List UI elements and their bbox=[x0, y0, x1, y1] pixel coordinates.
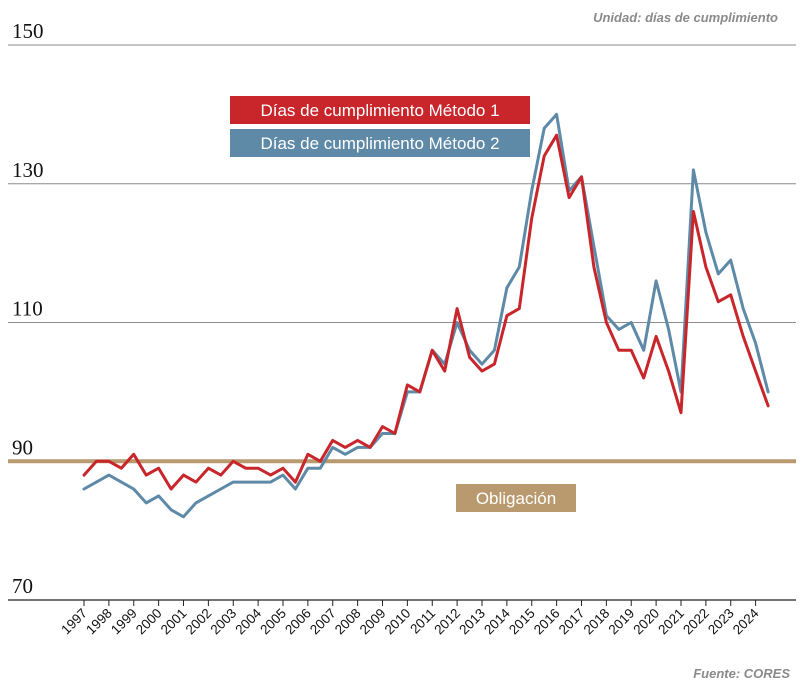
legend-swatch-method-2 bbox=[230, 129, 530, 157]
x-tick-label: 1998 bbox=[83, 606, 115, 638]
x-tick-label: 2024 bbox=[730, 605, 762, 637]
obligation-label-box bbox=[456, 484, 576, 512]
x-tick-label: 2003 bbox=[208, 606, 240, 638]
obligation-label-text: Obligación bbox=[476, 489, 556, 508]
unit-note: Unidad: días de cumplimiento bbox=[593, 10, 778, 25]
x-tick-label: 2006 bbox=[282, 606, 314, 638]
x-tick-label: 2018 bbox=[581, 606, 613, 638]
x-axis: 1997199819992000200120022003200420052006… bbox=[8, 599, 796, 638]
y-tick-label: 90 bbox=[12, 435, 33, 459]
x-tick-label: 2020 bbox=[630, 606, 662, 638]
y-tick-label: 70 bbox=[12, 574, 33, 598]
y-axis-ticks: 150 130 110 90 70 bbox=[12, 19, 44, 598]
x-tick-label: 2004 bbox=[232, 605, 264, 637]
legend-label-method-2: Días de cumplimiento Método 2 bbox=[260, 134, 499, 153]
x-tick-label: 2002 bbox=[183, 606, 215, 638]
series-lines bbox=[82, 112, 770, 519]
series-line-method-2 bbox=[82, 112, 770, 519]
x-tick-label: 2007 bbox=[307, 606, 339, 638]
x-tick-label: 2017 bbox=[556, 606, 588, 638]
y-tick-label: 110 bbox=[12, 297, 43, 321]
series-line-method-1 bbox=[82, 133, 770, 491]
x-tick-label: 2005 bbox=[257, 606, 289, 638]
x-tick-label: 2008 bbox=[332, 606, 364, 638]
x-tick-label: 1997 bbox=[58, 606, 90, 638]
x-tick-label: 2014 bbox=[481, 605, 513, 637]
x-tick-label: 2023 bbox=[705, 606, 737, 638]
x-tick-label: 2009 bbox=[357, 606, 389, 638]
legend-swatch-method-1 bbox=[230, 96, 530, 124]
x-tick-label: 2019 bbox=[606, 606, 638, 638]
source-note: Fuente: CORES bbox=[693, 666, 790, 681]
y-tick-label: 130 bbox=[12, 158, 44, 182]
x-tick-label: 1999 bbox=[108, 606, 140, 638]
x-tick-label: 2010 bbox=[382, 606, 414, 638]
x-tick-label: 2012 bbox=[431, 606, 463, 638]
y-tick-label: 150 bbox=[12, 19, 44, 43]
x-tick-label: 2021 bbox=[655, 606, 687, 638]
obligation-label: Obligación bbox=[456, 484, 576, 512]
x-tick-label: 2022 bbox=[680, 606, 712, 638]
x-tick-label: 2001 bbox=[158, 606, 190, 638]
x-tick-label: 2015 bbox=[506, 606, 538, 638]
x-tick-label: 2011 bbox=[407, 606, 438, 637]
x-tick-label: 2000 bbox=[133, 606, 165, 638]
legend-label-method-1: Días de cumplimiento Método 1 bbox=[260, 101, 499, 120]
x-tick-label: 2016 bbox=[531, 606, 563, 638]
x-tick-label: 2013 bbox=[456, 606, 488, 638]
legend: Días de cumplimiento Método 1 Días de cu… bbox=[230, 96, 530, 157]
